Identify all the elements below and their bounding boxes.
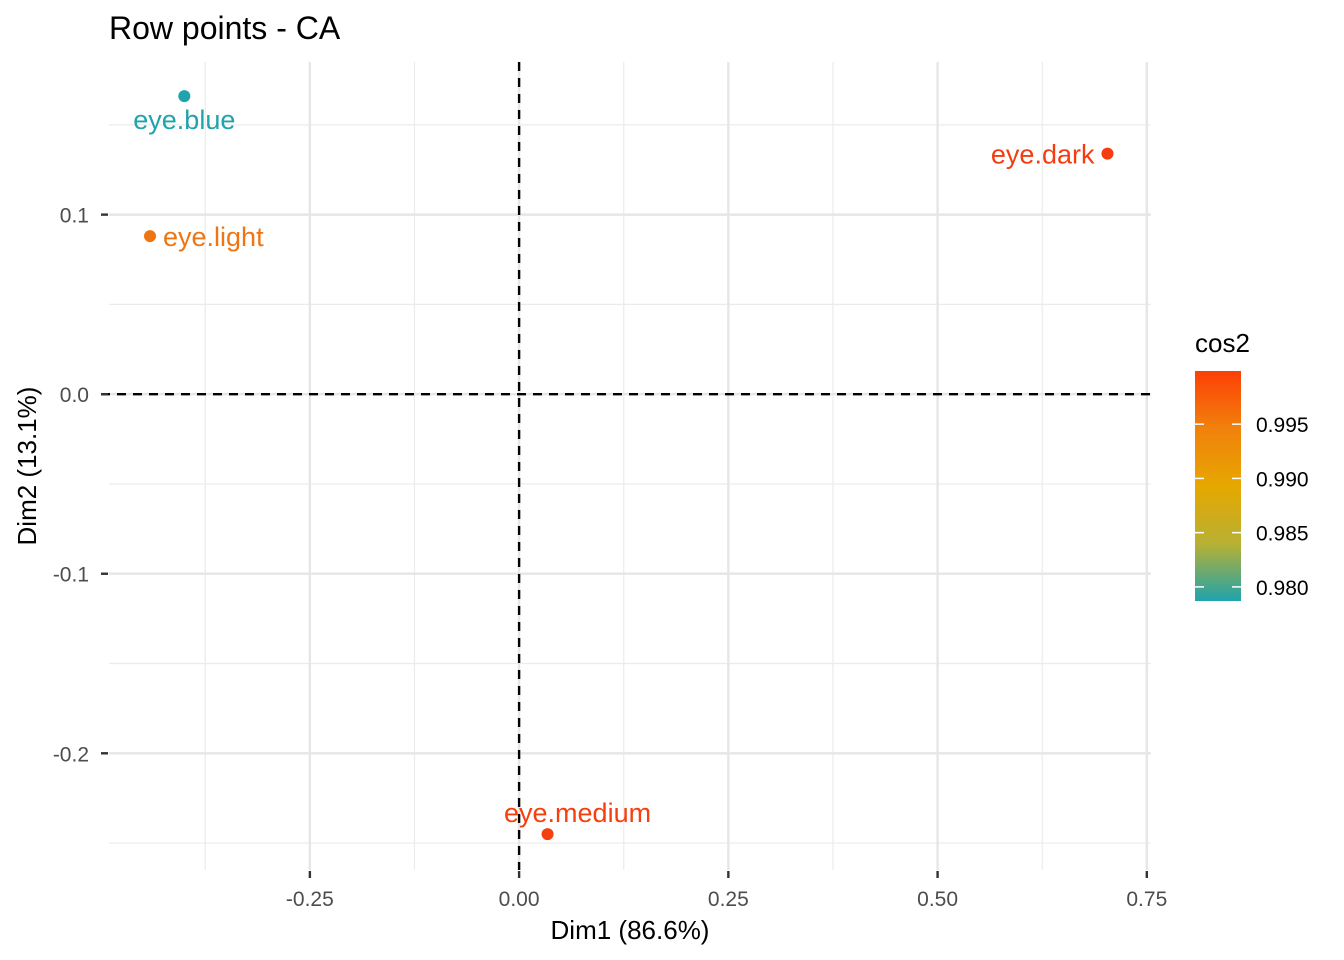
legend-title: cos2 [1195,328,1250,358]
x-tick-label: 0.50 [917,888,958,911]
data-point [144,230,157,243]
reference-lines [101,62,1151,870]
legend-tick-label: 0.985 [1256,523,1309,546]
y-tick-label: 0.0 [60,384,89,407]
data-point [541,828,554,841]
legend-color-bar [1195,371,1241,601]
x-tick-label: 0.00 [499,888,540,911]
x-tick-label: 0.75 [1126,888,1167,911]
point-label: eye.medium [504,798,651,828]
data-point [1101,147,1114,160]
legend-tick-label: 0.990 [1256,468,1309,491]
y-tick-label: -0.2 [53,743,89,766]
point-label: eye.dark [991,140,1095,170]
y-axis-title: Dim2 (13.1%) [12,387,42,546]
legend-tick-label: 0.995 [1256,414,1309,437]
x-axis-title: Dim1 (86.6%) [551,915,710,945]
chart-title: Row points - CA [109,10,341,46]
y-tick-label: 0.1 [60,205,89,228]
x-tick-label: 0.25 [708,888,749,911]
point-label: eye.blue [133,105,235,135]
data-point [178,90,191,103]
data-points: eye.blue eye.light eye.medium eye.dark [133,90,1114,841]
point-label: eye.light [163,222,264,252]
grid-lines [109,62,1151,870]
y-tick-label: -0.1 [53,564,89,587]
legend-ticks: 0.980 0.985 0.990 0.995 [1195,414,1309,600]
y-axis-ticks: -0.2 -0.1 0.0 0.1 [53,205,108,766]
x-tick-label: -0.25 [286,888,334,911]
legend-tick-label: 0.980 [1256,577,1309,600]
x-axis-ticks: -0.25 0.00 0.25 0.50 0.75 [286,871,1167,911]
cos2-legend: cos2 0.980 0.985 0.990 0.995 [1195,328,1309,601]
